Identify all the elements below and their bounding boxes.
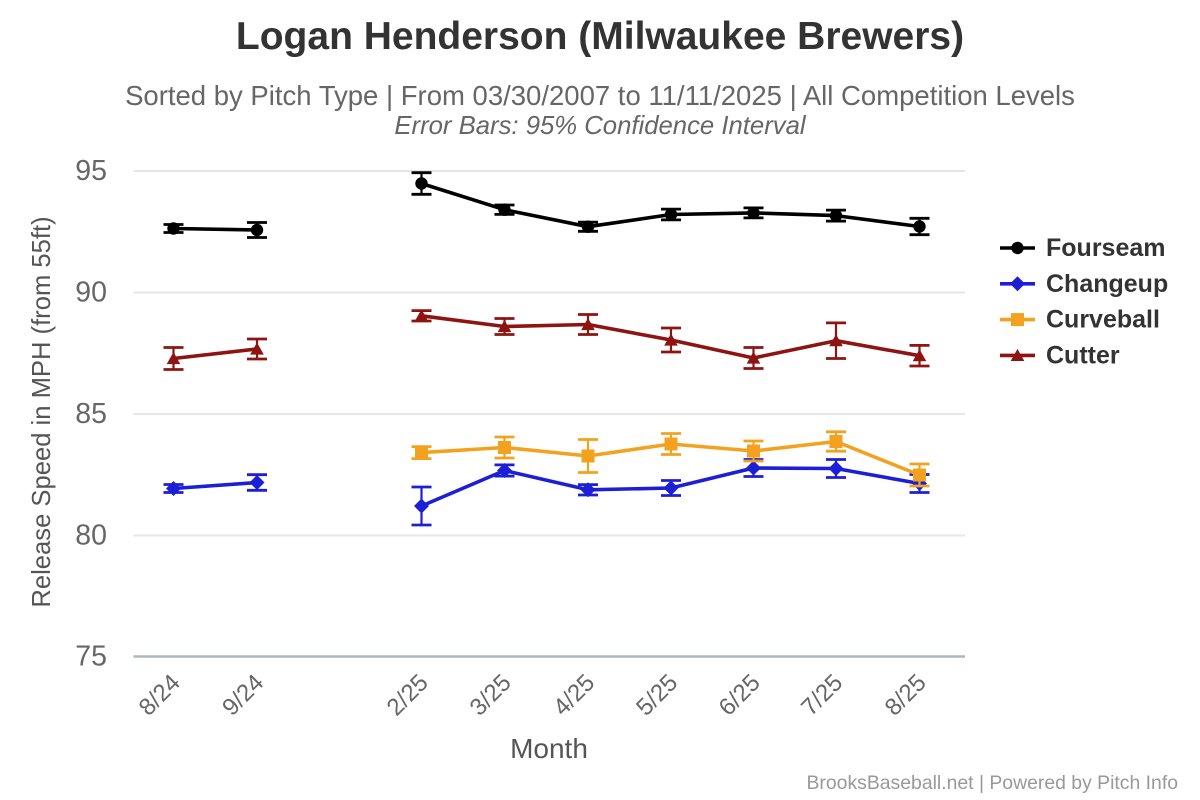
svg-text:Error Bars: 95% Confidence Int: Error Bars: 95% Confidence Interval [394, 112, 806, 140]
svg-text:BrooksBaseball.net | Powered b: BrooksBaseball.net | Powered by Pitch In… [806, 772, 1178, 794]
svg-text:Cutter: Cutter [1046, 341, 1120, 369]
svg-text:Fourseam: Fourseam [1046, 234, 1165, 262]
svg-text:Month: Month [510, 733, 588, 764]
svg-text:Logan Henderson (Milwaukee Bre: Logan Henderson (Milwaukee Brewers) [236, 15, 964, 58]
svg-text:85: 85 [75, 398, 107, 430]
svg-text:Curveball: Curveball [1046, 306, 1160, 334]
svg-text:90: 90 [75, 277, 107, 309]
svg-text:Changeup: Changeup [1046, 270, 1168, 298]
svg-text:80: 80 [75, 520, 107, 552]
svg-text:Sorted by Pitch Type | From 03: Sorted by Pitch Type | From 03/30/2007 t… [125, 80, 1075, 111]
svg-text:95: 95 [75, 155, 107, 187]
svg-text:75: 75 [75, 641, 107, 673]
svg-text:Release Speed in MPH (from 55f: Release Speed in MPH (from 55ft) [28, 216, 56, 607]
